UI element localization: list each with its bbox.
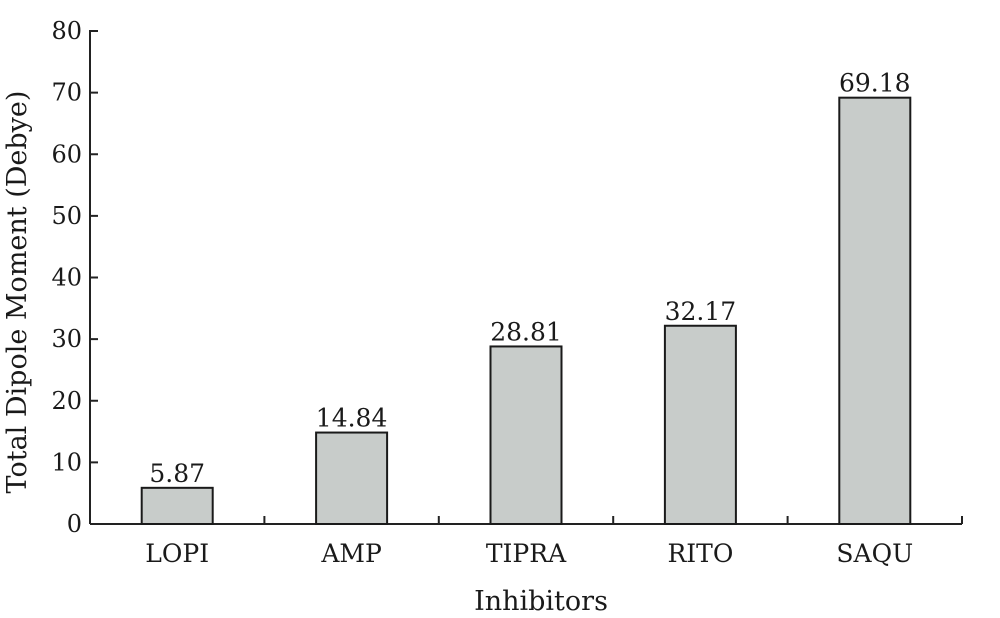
data-label: 28.81 bbox=[490, 317, 562, 346]
x-tick-label: TIPRA bbox=[486, 539, 567, 568]
x-tick-label: RITO bbox=[667, 539, 733, 568]
data-label: 69.18 bbox=[839, 69, 911, 98]
y-tick-label: 0 bbox=[67, 510, 82, 538]
y-tick-label: 10 bbox=[51, 448, 82, 476]
x-tick-label: LOPI bbox=[145, 539, 209, 568]
x-axis-title: Inhibitors bbox=[474, 586, 608, 617]
y-axis-title: Total Dipole Moment (Debye) bbox=[2, 91, 33, 494]
y-tick-label: 20 bbox=[51, 387, 82, 415]
bar-tipra bbox=[489, 345, 563, 525]
x-tick-label: AMP bbox=[320, 539, 381, 568]
data-label: 32.17 bbox=[665, 297, 737, 326]
y-axis: 0 10 20 30 40 50 60 70 80 bbox=[51, 17, 98, 538]
y-tick-label: 50 bbox=[51, 202, 82, 230]
y-tick-label: 70 bbox=[51, 79, 82, 107]
data-labels: 5.87 14.84 28.81 32.17 69.18 bbox=[149, 69, 910, 488]
y-tick-label: 30 bbox=[51, 325, 82, 353]
x-tick-label: SAQU bbox=[836, 539, 913, 568]
y-tick-label: 40 bbox=[51, 264, 82, 292]
y-tick-label: 80 bbox=[51, 17, 82, 45]
bar-amp bbox=[315, 431, 389, 525]
bar-saqu bbox=[838, 96, 912, 525]
y-tick-label: 60 bbox=[51, 140, 82, 168]
x-axis: LOPI AMP TIPRA RITO SAQU bbox=[90, 516, 963, 568]
data-label: 14.84 bbox=[316, 404, 388, 433]
data-label: 5.87 bbox=[149, 459, 205, 488]
bar-rito bbox=[663, 324, 737, 525]
bars bbox=[140, 96, 912, 525]
bar-lopi bbox=[140, 486, 214, 525]
